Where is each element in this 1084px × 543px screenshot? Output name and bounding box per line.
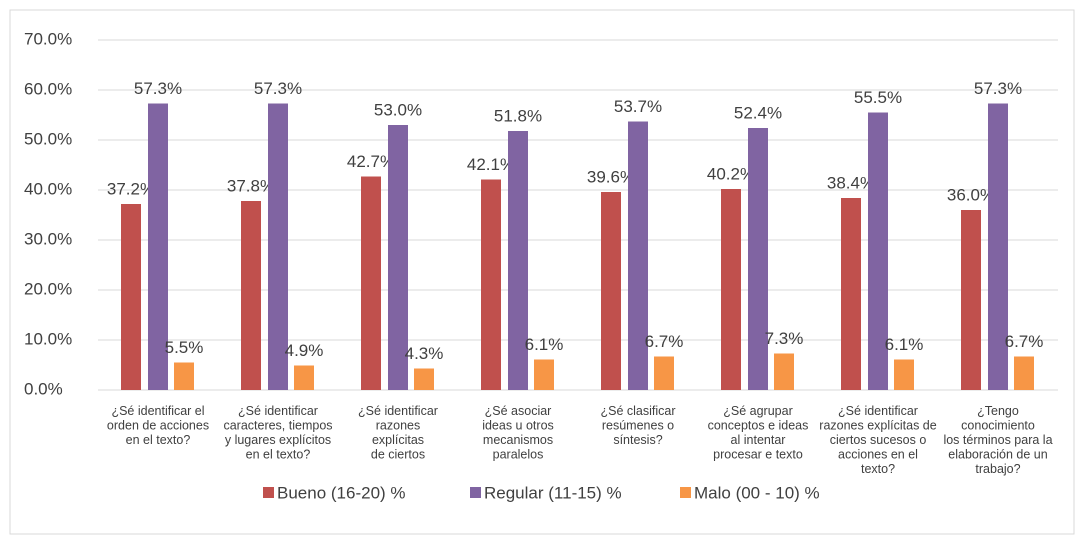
data-label: 37.8% bbox=[227, 176, 275, 195]
x-tick-label: ¿Sé identificar razones explícitas de ciert… bbox=[358, 404, 438, 462]
data-label: 42.1% bbox=[467, 155, 515, 174]
bar bbox=[721, 189, 741, 390]
bar bbox=[628, 121, 648, 390]
data-label: 38.4% bbox=[827, 173, 875, 192]
y-tick-label: 40.0% bbox=[24, 179, 72, 198]
bar bbox=[774, 353, 794, 390]
y-tick-label: 20.0% bbox=[24, 279, 72, 298]
bar bbox=[654, 356, 674, 390]
data-label: 57.3% bbox=[254, 79, 302, 98]
y-tick-label: 50.0% bbox=[24, 129, 72, 148]
y-tick-label: 30.0% bbox=[24, 229, 72, 248]
data-label: 40.2% bbox=[707, 164, 755, 183]
legend-label: Malo (00 - 10) % bbox=[694, 483, 820, 502]
data-label: 39.6% bbox=[587, 167, 635, 186]
bar bbox=[361, 176, 381, 390]
x-tick-label: ¿Sé identificar caracteres, tiempos y luga… bbox=[223, 404, 332, 462]
data-label: 6.7% bbox=[645, 332, 684, 351]
y-tick-label: 10.0% bbox=[24, 329, 72, 348]
data-label: 4.3% bbox=[405, 344, 444, 363]
data-label: 7.3% bbox=[765, 329, 804, 348]
bar bbox=[868, 112, 888, 390]
chart-frame bbox=[9, 9, 1075, 535]
legend-label: Bueno (16-20) % bbox=[277, 483, 406, 502]
x-tick-label: ¿Sé agrupar conceptos e ideas al intentar p… bbox=[708, 404, 809, 462]
data-label: 6.1% bbox=[885, 335, 924, 354]
legend-swatch bbox=[680, 487, 691, 498]
data-label: 36.0% bbox=[947, 185, 995, 204]
data-label: 5.5% bbox=[165, 338, 204, 357]
data-label: 57.3% bbox=[134, 79, 182, 98]
bar bbox=[961, 210, 981, 390]
data-label: 6.7% bbox=[1005, 332, 1044, 351]
bar bbox=[748, 128, 768, 390]
bar bbox=[481, 179, 501, 390]
x-tick-label: ¿Sé identificar razones explícitas de cier… bbox=[819, 404, 936, 476]
bar bbox=[121, 204, 141, 390]
legend-swatch bbox=[263, 487, 274, 498]
bar bbox=[268, 103, 288, 390]
bar bbox=[894, 359, 914, 390]
bar bbox=[414, 368, 434, 390]
data-label: 51.8% bbox=[494, 106, 542, 125]
data-label: 6.1% bbox=[525, 335, 564, 354]
bar bbox=[1014, 356, 1034, 390]
bar bbox=[174, 362, 194, 390]
bar bbox=[988, 103, 1008, 390]
data-label: 53.7% bbox=[614, 97, 662, 116]
data-label: 53.0% bbox=[374, 100, 422, 119]
data-label: 37.2% bbox=[107, 179, 155, 198]
x-tick-label: ¿Sé clasificar resúmenes o síntesis? bbox=[600, 404, 675, 447]
data-label: 57.3% bbox=[974, 79, 1022, 98]
bar bbox=[241, 201, 261, 390]
data-label: 42.7% bbox=[347, 152, 395, 171]
x-tick-label: ¿Sé asociar ideas u otros mecanismos parale… bbox=[482, 404, 554, 462]
legend-swatch bbox=[470, 487, 481, 498]
bar bbox=[841, 198, 861, 390]
bar bbox=[388, 125, 408, 390]
x-tick-label: ¿Tengo conocimiento los términos para la el… bbox=[943, 404, 1052, 476]
data-label: 55.5% bbox=[854, 88, 902, 107]
y-tick-label: 60.0% bbox=[24, 79, 72, 98]
bar bbox=[294, 365, 314, 390]
data-label: 4.9% bbox=[285, 341, 324, 360]
legend-label: Regular (11-15) % bbox=[484, 483, 622, 502]
bar bbox=[601, 192, 621, 390]
data-label: 52.4% bbox=[734, 103, 782, 122]
y-tick-label: 0.0% bbox=[24, 379, 63, 398]
y-tick-label: 70.0% bbox=[24, 29, 72, 48]
bar bbox=[508, 131, 528, 390]
bar bbox=[534, 359, 554, 390]
bar bbox=[148, 103, 168, 390]
x-tick-label: ¿Sé identificar el orden de acciones en el… bbox=[107, 404, 209, 447]
